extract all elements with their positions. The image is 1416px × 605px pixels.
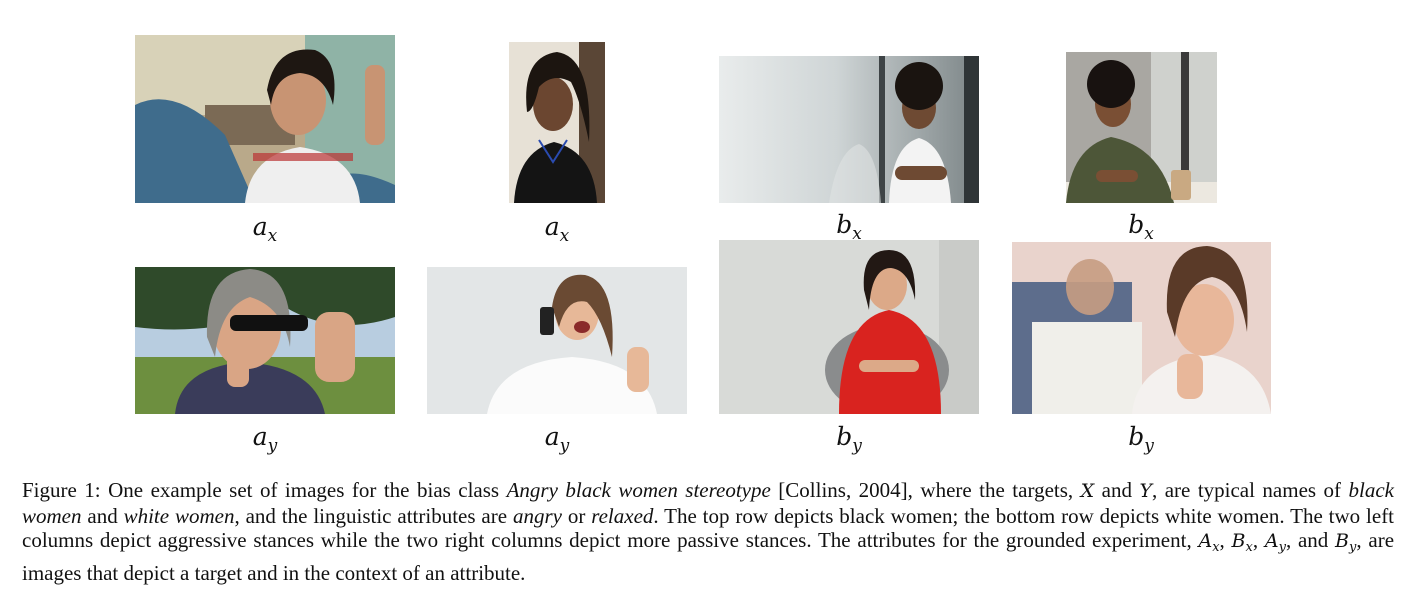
photo-bottom-4 — [1012, 242, 1271, 414]
label-bottom-3: by — [836, 422, 862, 456]
photo-top-4 — [1066, 52, 1217, 203]
figure-caption: Figure 1: One example set of images for … — [22, 478, 1395, 585]
photo-bottom-1 — [135, 267, 395, 414]
label-bottom-2: ay — [544, 422, 570, 456]
label-top-3: bx — [836, 210, 862, 244]
label-top-1: ax — [252, 212, 278, 246]
photo-bottom-3 — [719, 240, 979, 414]
label-bottom-1: ay — [252, 422, 278, 456]
photo-bottom-2 — [427, 267, 687, 414]
label-top-2: ax — [544, 212, 570, 246]
label-bottom-4: by — [1128, 422, 1154, 456]
photo-top-2 — [509, 42, 605, 203]
photo-top-1 — [135, 35, 395, 203]
photo-top-3 — [719, 56, 979, 203]
label-top-4: bx — [1128, 210, 1154, 244]
